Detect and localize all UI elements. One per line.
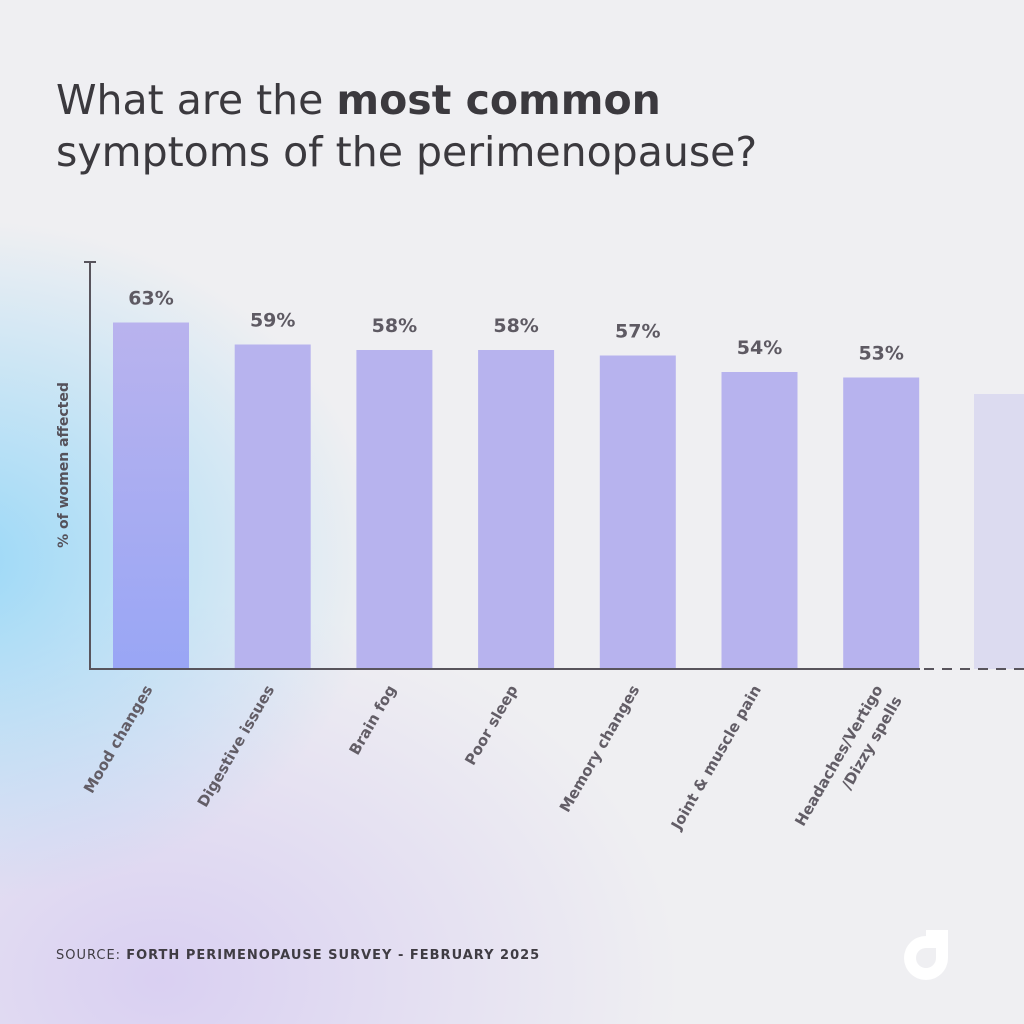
bar-value-label: 57% (615, 321, 660, 343)
category-label: Poor sleep (461, 682, 521, 769)
y-axis-label: % of women affected (56, 382, 72, 548)
bar-2 (234, 344, 311, 669)
bar-truncated (974, 394, 1024, 669)
bar-value-label: 59% (250, 310, 295, 332)
category-label: Headaches/Vertigo/Dizzy spells (791, 682, 905, 840)
source-label: SOURCE: (56, 948, 122, 963)
bar-3 (356, 350, 433, 669)
bar-value-label: 53% (858, 343, 903, 365)
bar-6 (721, 372, 798, 669)
chart-title: What are the most common symptoms of the… (56, 74, 757, 178)
category-label: Joint & muscle pain (667, 682, 765, 834)
title-prefix: What are the (56, 76, 337, 124)
bar-value-label: 54% (737, 337, 782, 359)
category-label: Brain fog (345, 682, 399, 758)
bar-4 (478, 350, 555, 669)
title-line2: symptoms of the perimenopause? (56, 128, 758, 176)
title-bold: most common (336, 76, 661, 124)
forth-logo-icon (904, 930, 948, 980)
bar-value-label: 58% (493, 315, 538, 337)
source-text: FORTH PERIMENOPAUSE SURVEY - FEBRUARY 20… (126, 948, 541, 963)
bar-value-label: 63% (128, 288, 173, 310)
bar-5 (599, 355, 676, 669)
category-label: Memory changes (556, 682, 643, 815)
bar-chart: % of women affected 63% Mood changes 59% Di… (56, 261, 1024, 840)
bar-value-label: 58% (372, 315, 417, 337)
bar-1 (113, 322, 189, 669)
source-note: SOURCE: FORTH PERIMENOPAUSE SURVEY - FEB… (56, 948, 540, 963)
category-label: Digestive issues (194, 682, 278, 810)
bar-7 (843, 377, 920, 669)
category-label: Mood changes (80, 682, 156, 796)
